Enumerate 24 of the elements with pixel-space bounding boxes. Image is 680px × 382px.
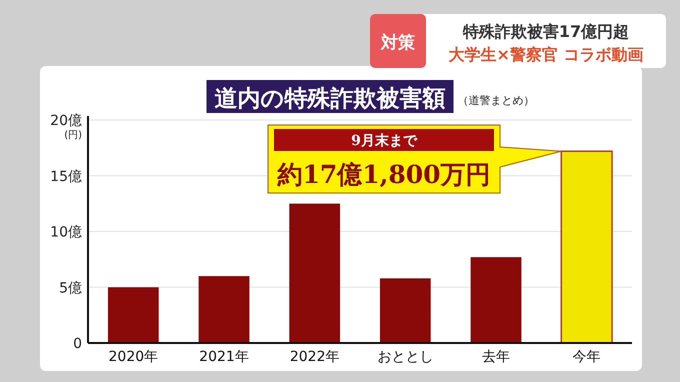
y-tick-label: 10億 [50, 224, 82, 240]
chart-subtitle: （道警まとめ） [458, 94, 534, 107]
bar [470, 257, 522, 343]
bar [560, 150, 613, 344]
x-tick-label: 2022年 [290, 349, 340, 365]
y-tick-label: 0 [73, 336, 82, 352]
text: 対策 [380, 33, 415, 53]
bar [108, 287, 159, 343]
text: 大学生×警察官 コラボ動画 [448, 45, 644, 64]
bar [198, 276, 250, 343]
bar [289, 204, 340, 343]
y-tick-label: 20億 (円) [50, 113, 82, 141]
text: 特殊詐欺被害17億円超 [462, 22, 630, 41]
annotation: 9月末まで [351, 133, 418, 149]
chart-title: 道内の特殊詐欺被害額 [214, 85, 446, 112]
x-tick-label: 2020年 [108, 349, 158, 365]
x-tick-label: 2021年 [199, 349, 249, 365]
annotation: 約17億1,800万円 [276, 160, 491, 189]
bar [380, 278, 431, 343]
y-tick-label: 15億 [50, 168, 82, 185]
x-tick-label: 去年 [482, 349, 510, 365]
x-tick-label: 今年 [572, 349, 601, 365]
y-tick-label: 5億 [59, 280, 82, 296]
x-tick-label: おととし [377, 349, 434, 365]
